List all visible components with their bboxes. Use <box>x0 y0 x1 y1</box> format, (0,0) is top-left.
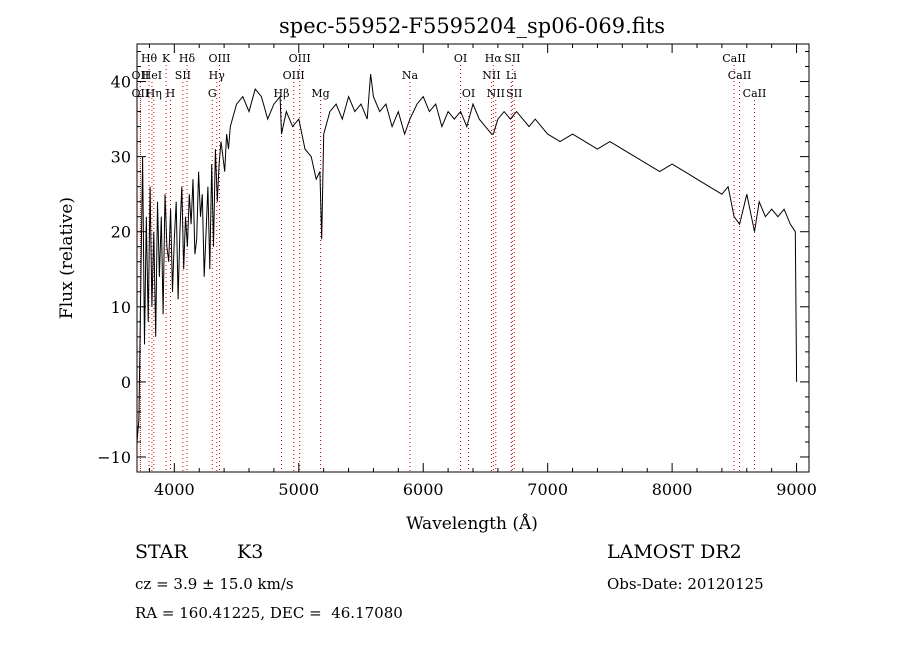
chart-title: spec-55952-F5595204_sp06-069.fits <box>279 14 665 38</box>
x-tick-label: 9000 <box>776 480 817 499</box>
y-axis-label: Flux (relative) <box>57 197 77 319</box>
x-tick-label: 7000 <box>527 480 568 499</box>
plot-frame <box>136 43 810 473</box>
x-tick-label: 4000 <box>154 480 195 499</box>
x-tick-label: 5000 <box>278 480 319 499</box>
line-marker-label: NII <box>482 69 500 82</box>
line-marker-label: Hη <box>146 87 162 100</box>
y-tick-label: −10 <box>97 448 131 467</box>
y-axis-ticks: −10 0 10 20 30 40 <box>97 51 809 473</box>
y-tick-label: 0 <box>121 373 131 392</box>
y-tick-label: 20 <box>111 223 131 242</box>
observation-date: Obs-Date: 20120125 <box>607 575 764 593</box>
line-marker-label: SII <box>175 69 191 82</box>
spectrum-line <box>136 73 798 443</box>
x-tick-label: 8000 <box>652 480 693 499</box>
coordinates: RA = 160.41225, DEC = 46.17080 <box>135 604 403 622</box>
line-marker-label: OIII <box>208 52 230 65</box>
spectral-subclass: K3 <box>237 541 264 563</box>
x-axis-ticks: 4000 5000 6000 7000 8000 9000 <box>148 44 817 499</box>
redshift-cz: cz = 3.9 ± 15.0 km/s <box>135 575 294 593</box>
survey-name: LAMOST DR2 <box>607 541 742 563</box>
line-marker-label: Li <box>506 69 517 82</box>
line-marker-label: Hβ <box>274 87 290 100</box>
line-marker-label: Mg <box>311 87 329 100</box>
line-marker-label: CaII <box>728 69 752 82</box>
line-marker-label: SII <box>504 52 520 65</box>
line-marker-label: OII <box>132 87 150 100</box>
y-tick-label: 30 <box>111 148 131 167</box>
line-marker-label: OI <box>462 87 475 100</box>
line-marker-label: Hα <box>485 52 503 65</box>
line-marker-label: SII <box>506 87 522 100</box>
line-marker-label: OII <box>132 69 150 82</box>
line-marker-label: HeI <box>142 69 162 82</box>
line-marker-label: Hθ <box>141 52 158 65</box>
y-tick-label: 10 <box>111 298 131 317</box>
x-tick-label: 6000 <box>403 480 444 499</box>
line-marker-label: CaII <box>743 87 767 100</box>
line-marker-label: CaII <box>722 52 746 65</box>
line-marker-label: Hγ <box>209 69 226 82</box>
object-class: STAR <box>135 541 188 563</box>
line-marker-label: Na <box>402 69 419 82</box>
line-marker-label: H <box>166 87 176 100</box>
line-marker-label: OIII <box>283 69 305 82</box>
x-axis-label: Wavelength (Å) <box>406 513 538 534</box>
line-marker-label: K <box>162 52 171 65</box>
line-marker-label: NII <box>487 87 505 100</box>
y-tick-label: 40 <box>111 73 131 92</box>
line-marker-label: G <box>208 87 217 100</box>
line-marker-label: OI <box>454 52 467 65</box>
line-marker-label: Hδ <box>179 52 196 65</box>
line-marker-label: OIII <box>289 52 311 65</box>
